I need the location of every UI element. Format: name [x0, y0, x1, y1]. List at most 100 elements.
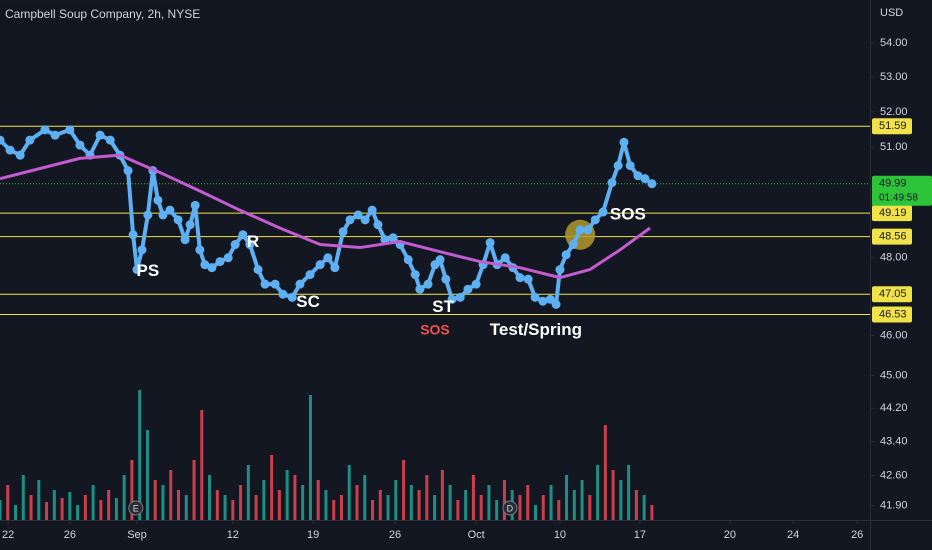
annotation: SC — [296, 292, 320, 311]
series-dot — [338, 227, 348, 237]
series-dot — [607, 178, 617, 188]
x-tick-label: Sep — [127, 529, 147, 541]
x-tick-label: 12 — [227, 529, 239, 541]
volume-bar — [425, 475, 429, 520]
series-dot — [180, 235, 190, 245]
x-tick-label: 19 — [307, 529, 319, 541]
volume-bar — [122, 475, 126, 520]
series-dot — [287, 292, 297, 302]
volume-bar — [21, 475, 25, 520]
volume-bar — [192, 460, 196, 520]
series-dot — [625, 161, 635, 171]
volume-bar — [386, 495, 390, 520]
x-tick-label: 20 — [724, 529, 736, 541]
volume-bar — [301, 485, 305, 520]
volume-bar — [60, 498, 64, 520]
volume-bar — [487, 485, 491, 520]
volume-bar — [83, 495, 87, 520]
x-tick-label: 26 — [389, 529, 401, 541]
event-icon — [128, 500, 144, 516]
level-label-bg — [872, 306, 912, 323]
series-dot — [207, 263, 217, 273]
volume-bar — [339, 495, 343, 520]
volume-bar — [433, 495, 437, 520]
level-label: 47.05 — [879, 288, 907, 300]
volume-bar — [324, 490, 328, 520]
series-dot — [500, 253, 510, 263]
volume-bar — [402, 460, 406, 520]
series-dot — [260, 279, 270, 289]
volume-bar — [239, 485, 243, 520]
level-label: 48.56 — [879, 231, 907, 243]
volume-bar — [177, 490, 181, 520]
volume-bar — [246, 465, 250, 520]
series-dot — [545, 294, 555, 304]
volume-bar — [285, 470, 289, 520]
series-dot — [523, 274, 533, 284]
chart-title: Campbell Soup Company, 2h, NYSE — [5, 7, 200, 21]
annotation: PS — [137, 261, 160, 280]
volume-bar — [138, 390, 142, 520]
volume-bar — [231, 500, 235, 520]
volume-bar — [68, 492, 72, 520]
x-tick-label: 26 — [851, 529, 863, 541]
series-dot — [415, 284, 425, 294]
volume-bar — [145, 430, 149, 520]
volume-bar — [215, 490, 219, 520]
volume-bar — [308, 395, 312, 520]
series-dot — [613, 161, 623, 171]
y-tick-label: 42.60 — [880, 469, 908, 481]
series-dot — [455, 292, 465, 302]
y-tick-label: 44.20 — [880, 402, 908, 414]
volume-bar — [502, 480, 506, 520]
volume-bar — [371, 500, 375, 520]
series-dot — [65, 125, 75, 135]
series-dot — [485, 238, 495, 248]
series-dot — [551, 299, 561, 309]
series-dot — [388, 233, 398, 243]
series-dot — [0, 135, 5, 145]
series-dot — [143, 210, 153, 220]
volume-bar — [184, 495, 188, 520]
series-dot — [5, 145, 15, 155]
volume-bar — [153, 480, 157, 520]
volume-bar — [130, 460, 134, 520]
series-dot — [373, 220, 383, 230]
title-bg — [0, 4, 200, 24]
series-dot — [538, 296, 548, 306]
series-dot — [123, 166, 133, 176]
y-tick-label: 46.00 — [880, 329, 908, 341]
volume-bar — [495, 500, 499, 520]
volume-bar — [270, 455, 274, 520]
series-dot — [40, 125, 50, 135]
volume-bar — [565, 475, 569, 520]
volume-bar — [534, 505, 538, 520]
y-tick-label: 53.00 — [880, 71, 908, 83]
level-label-bg — [872, 205, 912, 222]
series-dot — [132, 265, 142, 275]
series-dot — [410, 270, 420, 280]
series-dot — [173, 215, 183, 225]
series-dot — [185, 220, 195, 230]
series-dot — [95, 130, 105, 140]
volume-bar — [634, 490, 638, 520]
volume-bar — [355, 485, 359, 520]
volume-bar — [208, 475, 212, 520]
series-dot — [345, 215, 355, 225]
series-dot — [128, 230, 138, 240]
series-dot — [555, 265, 565, 275]
volume-bar — [169, 470, 173, 520]
series-dot — [360, 215, 370, 225]
series-dot — [75, 140, 85, 150]
series-dot — [238, 230, 248, 240]
volume-bar — [99, 500, 103, 520]
series-dot — [447, 294, 457, 304]
volume-bar — [114, 498, 118, 520]
last-price-bg — [872, 175, 932, 206]
volume-bar — [557, 500, 561, 520]
volume-bar — [603, 425, 607, 520]
volume-bar — [52, 490, 56, 520]
series-dot — [463, 284, 473, 294]
volume-bar — [588, 495, 592, 520]
